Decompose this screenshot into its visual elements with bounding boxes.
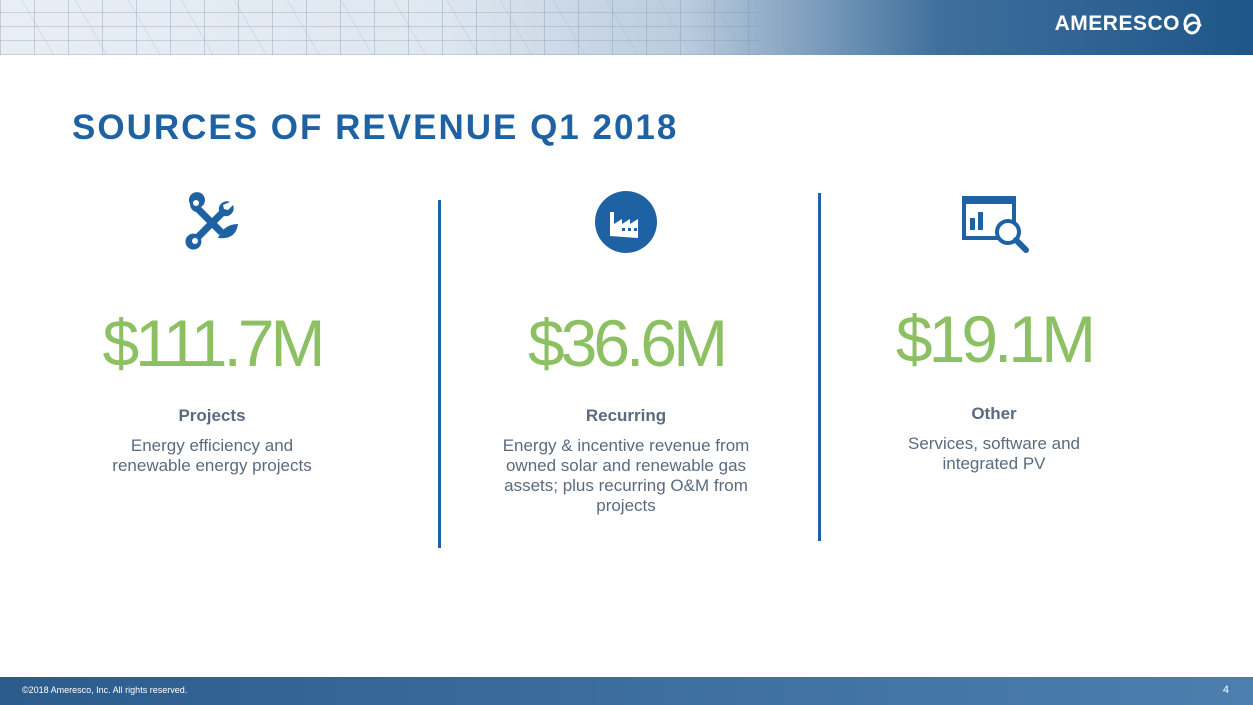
footer-bar: ©2018 Ameresco, Inc. All rights reserved… [0, 677, 1253, 705]
top-banner: AMERESCO [0, 0, 1253, 55]
category-description: Services, software and integrated PV [908, 434, 1080, 473]
column-divider [438, 200, 441, 548]
ameresco-swirl-icon [1183, 13, 1202, 35]
revenue-column-projects: $111.7M Projects Energy efficiency and r… [32, 190, 392, 476]
copyright-text: ©2018 Ameresco, Inc. All rights reserved… [22, 685, 188, 695]
company-logo: AMERESCO [1055, 12, 1203, 36]
amount-value: $19.1M [895, 302, 1096, 376]
factory-icon [595, 191, 657, 253]
logo-text: AMERESCO [1054, 12, 1180, 35]
column-divider [818, 193, 821, 541]
category-label: Projects [178, 406, 246, 425]
category-label: Other [971, 404, 1017, 423]
category-description: Energy efficiency and renewable energy p… [112, 436, 312, 475]
chart-magnifier-icon [962, 196, 1029, 253]
page-number: 4 [1222, 684, 1229, 696]
category-label: Recurring [585, 406, 667, 425]
revenue-column-recurring: $36.6M Recurring Energy & incentive reve… [446, 190, 806, 516]
revenue-column-other: $19.1M Other Services, software and inte… [814, 190, 1174, 474]
category-description: Energy & incentive revenue from owned so… [502, 436, 750, 515]
page-title: SOURCES OF REVENUE Q1 2018 [72, 108, 679, 147]
amount-value: $111.7M [102, 306, 325, 380]
wrench-leaf-icon [185, 192, 238, 250]
banner-pattern [0, 0, 760, 55]
amount-value: $36.6M [527, 306, 728, 380]
